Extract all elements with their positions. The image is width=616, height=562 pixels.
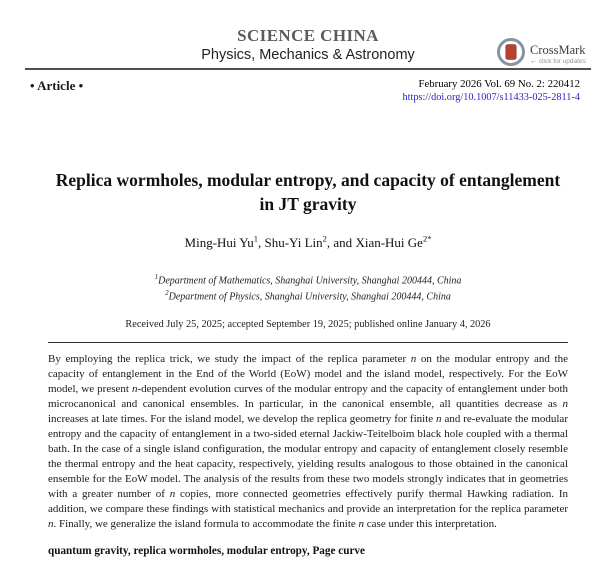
title-line-2: in JT gravity [259,193,357,214]
crossmark-label: CrossMark [530,42,586,57]
affiliation-line: 2Department of Physics, Shanghai Univers… [165,289,451,303]
abstract-text: By employing the replica trick, we study… [48,353,569,530]
page-title: Replica wormholes, modular entropy, and … [28,169,588,216]
crossmark-icon [496,37,526,72]
meta-row: • Article • February 2026 Vol. 69 No. 2:… [30,78,580,103]
article-type-label: • Article • [30,78,84,93]
author-name: Shu-Yi Lin2, and [264,233,356,250]
affiliation-line: 1Department of Mathematics, Shanghai Uni… [154,272,462,286]
crossmark-badge[interactable]: CrossMark ← click for updates [496,37,586,72]
keywords-line: quantum gravity, replica wormholes, modu… [48,544,365,557]
issue-info: February 2026 Vol. 69 No. 2: 220412 [418,78,580,90]
abstract-divider [48,342,568,344]
journal-subtitle: Physics, Mechanics & Astronomy [201,47,415,63]
title-line-1: Replica wormholes, modular entropy, and … [55,170,561,190]
header-divider [25,68,591,70]
author-name: Ming-Hui Yu1, [184,233,265,250]
author-name: Xian-Hui Ge2* [355,233,432,250]
left-arrow-icon: ← [530,57,537,65]
crossmark-text: CrossMark ← click for updates [530,42,586,66]
authors-line: Ming-Hui Yu1, Shu-Yi Lin2, and Xian-Hui … [0,233,616,250]
crossmark-subtext: ← click for updates [530,57,586,65]
dates-line: Received July 25, 2025; accepted Septemb… [125,319,491,331]
journal-header: SCIENCE CHINA Physics, Mechanics & Astro… [0,0,616,63]
journal-name: SCIENCE CHINA [237,26,379,45]
affiliations-block: 1Department of Mathematics, Shanghai Uni… [0,272,616,306]
issue-meta: February 2026 Vol. 69 No. 2: 220412 http… [402,78,580,103]
doi-link[interactable]: https://doi.org/10.1007/s11433-025-2811-… [402,92,580,103]
